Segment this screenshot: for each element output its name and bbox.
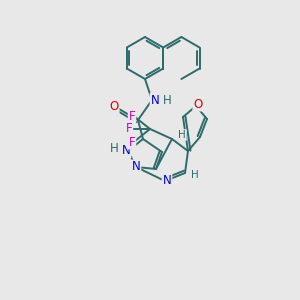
Text: F: F [126,122,132,136]
Text: O: O [194,98,202,110]
Text: O: O [110,100,118,113]
Text: H: H [163,94,171,106]
Text: N: N [151,94,159,106]
Text: N: N [163,175,171,188]
Text: H: H [110,142,118,155]
Text: H: H [178,130,186,140]
Text: F: F [129,110,135,122]
Text: N: N [122,145,130,158]
Text: N: N [132,160,140,173]
Text: F: F [129,136,135,148]
Text: H: H [191,170,199,180]
